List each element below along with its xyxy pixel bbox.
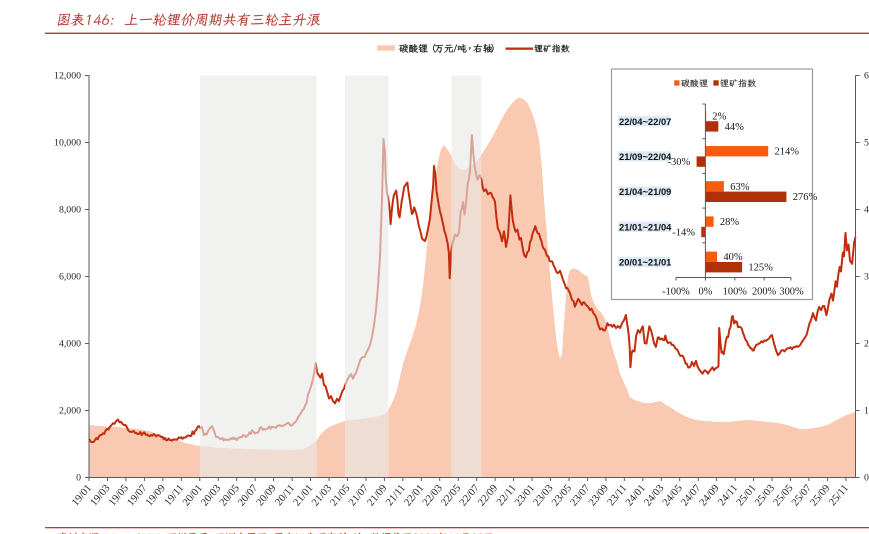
svg-text:0: 0	[864, 473, 869, 484]
svg-text:-30%: -30%	[668, 157, 691, 168]
svg-text:21/01~21/04: 21/01~21/04	[619, 221, 672, 232]
svg-text:21/04~21/09: 21/04~21/09	[619, 186, 671, 197]
svg-text:6,000: 6,000	[59, 272, 81, 283]
svg-text:40%: 40%	[723, 252, 743, 263]
svg-text:214%: 214%	[775, 147, 800, 158]
svg-text:44%: 44%	[725, 122, 745, 133]
svg-text:0%: 0%	[698, 286, 712, 297]
svg-text:6: 6	[864, 71, 869, 82]
svg-text:0: 0	[76, 473, 81, 484]
svg-text:2%: 2%	[712, 111, 726, 122]
svg-text:10,000: 10,000	[54, 138, 81, 149]
svg-text:100%: 100%	[723, 286, 748, 297]
svg-text:1: 1	[864, 406, 869, 417]
svg-text:3: 3	[864, 272, 869, 283]
svg-text:2: 2	[864, 339, 869, 350]
svg-text:-100%: -100%	[662, 286, 690, 297]
svg-text:4,000: 4,000	[59, 339, 81, 350]
svg-text:125%: 125%	[748, 263, 773, 274]
svg-text:21/09~22/04: 21/09~22/04	[619, 151, 672, 162]
svg-text:4: 4	[864, 205, 869, 216]
svg-text:-14%: -14%	[672, 227, 695, 238]
svg-text:20/01~21/01: 20/01~21/01	[619, 257, 671, 268]
svg-text:5: 5	[864, 138, 869, 149]
svg-text:22/04~22/07: 22/04~22/07	[619, 116, 671, 127]
svg-text:28%: 28%	[720, 217, 740, 228]
svg-text:8,000: 8,000	[59, 205, 81, 216]
svg-text:63%: 63%	[730, 182, 750, 193]
svg-text:276%: 276%	[793, 192, 818, 203]
svg-text:12,000: 12,000	[54, 71, 81, 82]
svg-text:300%: 300%	[779, 286, 804, 297]
svg-text:2,000: 2,000	[59, 406, 81, 417]
svg-text:200%: 200%	[752, 286, 777, 297]
